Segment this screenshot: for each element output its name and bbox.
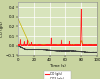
X-axis label: Time (s): Time (s) — [50, 64, 65, 68]
Y-axis label: CO (g/s): CO (g/s) — [0, 21, 4, 37]
Legend: CO (g/s), CO2 (g/s), Speed (km/h): CO (g/s), CO2 (g/s), Speed (km/h) — [44, 71, 71, 79]
